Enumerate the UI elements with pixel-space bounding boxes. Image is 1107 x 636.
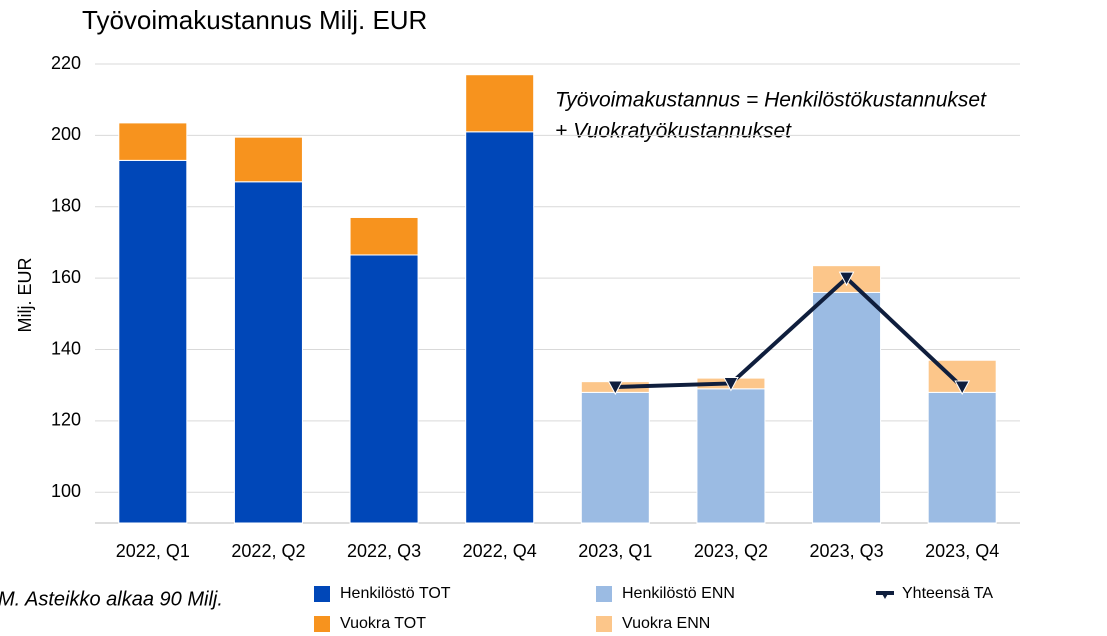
bar xyxy=(349,254,419,524)
x-tick-label: 2023, Q3 xyxy=(810,541,884,561)
x-tick-label: 2023, Q1 xyxy=(578,541,652,561)
y-tick-label: 180 xyxy=(51,196,81,216)
bar xyxy=(465,131,535,524)
legend-label: Yhteensä TA xyxy=(902,585,993,602)
line-marker xyxy=(838,271,855,287)
line-marker xyxy=(954,380,971,396)
y-tick-label: 140 xyxy=(51,338,81,358)
x-tick-label: 2023, Q2 xyxy=(694,541,768,561)
bar xyxy=(233,136,303,183)
bar xyxy=(349,216,419,256)
line xyxy=(615,275,964,390)
legend-swatch xyxy=(314,586,330,602)
bar xyxy=(580,391,650,524)
chart-title: Työvoimakustannus Milj. EUR xyxy=(82,5,427,35)
line-marker xyxy=(607,380,624,396)
annotation: Työvoimakustannus = Henkilöstökustannuks… xyxy=(555,89,987,112)
x-tick-label: 2023, Q4 xyxy=(925,541,999,561)
legend-swatch xyxy=(881,592,889,599)
note: M. Asteikko alkaa 90 Milj. xyxy=(0,588,223,610)
bar xyxy=(465,74,535,133)
y-tick-label: 100 xyxy=(51,481,81,501)
line-marker xyxy=(723,376,739,392)
bar xyxy=(927,391,997,524)
x-tick-label: 2022, Q4 xyxy=(463,541,537,561)
bar xyxy=(812,291,882,524)
legend-label: Vuokra TOT xyxy=(340,615,426,632)
x-tick-label: 2022, Q2 xyxy=(231,541,305,561)
bar xyxy=(118,122,188,161)
y-tick-label: 120 xyxy=(51,410,81,430)
legend-label: Henkilöstö TOT xyxy=(340,585,451,602)
annotation: + Vuokratyökustannukset xyxy=(555,120,792,143)
legend-swatch xyxy=(596,586,612,602)
bar xyxy=(696,388,766,524)
bar xyxy=(233,181,303,524)
y-tick-label: 160 xyxy=(51,267,81,287)
legend-label: Henkilöstö ENN xyxy=(622,585,735,602)
y-tick-label: 200 xyxy=(51,124,81,144)
x-tick-label: 2022, Q1 xyxy=(116,541,190,561)
legend-swatch xyxy=(596,616,612,632)
y-axis-label: Milj. EUR xyxy=(15,258,35,333)
legend-label: Vuokra ENN xyxy=(622,615,710,632)
bar xyxy=(118,159,188,524)
legend-swatch xyxy=(314,616,330,632)
y-tick-label: 220 xyxy=(51,53,81,73)
x-tick-label: 2022, Q3 xyxy=(347,541,421,561)
